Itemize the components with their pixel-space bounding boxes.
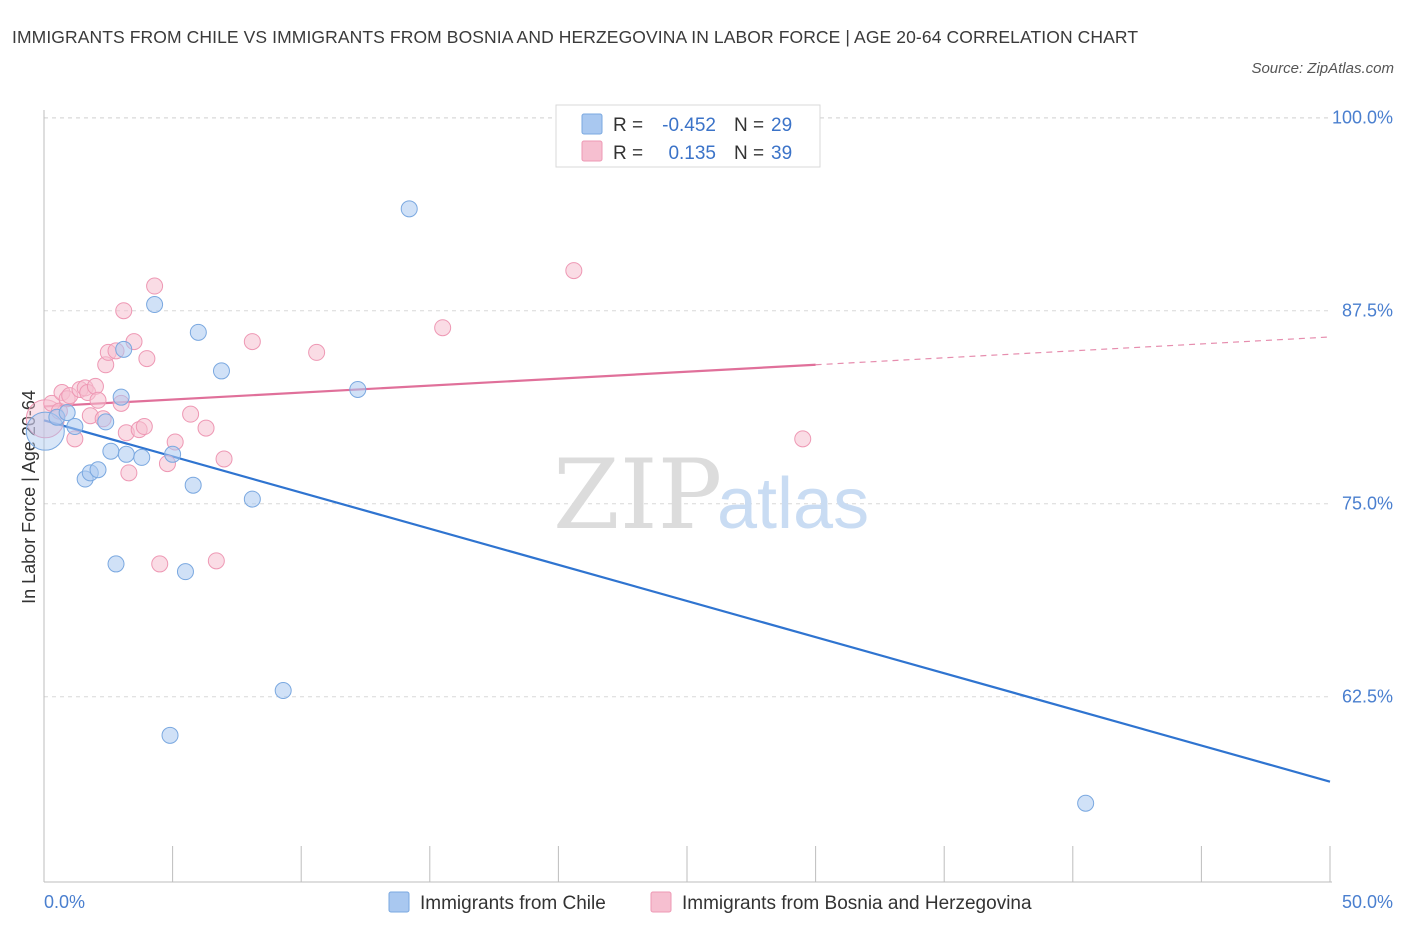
correlation-legend: R = -0.452 N = 29 R = 0.135 N = 39 <box>555 104 821 168</box>
point-bosnia-24 <box>138 350 156 368</box>
point-bosnia-34 <box>308 343 326 361</box>
point-bosnia-33 <box>243 333 261 351</box>
legend-n-value-bosnia: 39 <box>771 143 792 164</box>
trend-line-chile <box>43 419 1331 783</box>
point-bosnia-18 <box>115 302 133 320</box>
point-chile-21 <box>243 490 261 508</box>
trend-line-extension-bosnia <box>815 336 1331 366</box>
legend-n-label-bosnia: N = <box>734 143 764 164</box>
point-chile-12 <box>117 445 135 463</box>
point-chile-9 <box>107 555 125 573</box>
point-chile-7 <box>97 413 115 431</box>
watermark-zip: ZIP <box>553 439 722 551</box>
x-tick-label-min: 0.0% <box>44 892 85 912</box>
point-bosnia-12 <box>89 391 107 409</box>
point-bosnia-11 <box>86 377 104 395</box>
chart-source: Source: ZipAtlas.com <box>1251 60 1394 77</box>
y-tick-label-3: 100.0% <box>1332 108 1393 128</box>
point-chile-8 <box>102 442 120 460</box>
trend-lines <box>43 336 1331 783</box>
point-chile-23 <box>349 380 367 398</box>
point-chile-15 <box>161 726 179 744</box>
point-chile-2 <box>58 404 76 422</box>
point-bosnia-32 <box>215 450 233 468</box>
point-bosnia-31 <box>207 552 225 570</box>
series-legend: Immigrants from Chile Immigrants from Bo… <box>388 891 1032 914</box>
point-chile-11 <box>115 340 133 358</box>
point-bosnia-23 <box>135 418 153 436</box>
scatter-points <box>25 200 1095 812</box>
legend-n-label-chile: N = <box>734 115 764 136</box>
series-legend-swatch-bosnia <box>650 891 672 913</box>
point-bosnia-35 <box>434 319 452 337</box>
point-chile-16 <box>164 445 182 463</box>
point-chile-18 <box>184 476 202 494</box>
y-tick-label-0: 62.5% <box>1342 687 1393 707</box>
point-chile-19 <box>189 323 207 341</box>
watermark: ZIP atlas <box>553 439 869 551</box>
x-tick-label-max: 50.0% <box>1342 892 1393 912</box>
legend-n-value-chile: 29 <box>771 115 792 136</box>
y-tick-label-1: 75.0% <box>1342 494 1393 514</box>
legend-r-value-bosnia: 0.135 <box>668 143 716 164</box>
point-bosnia-29 <box>182 405 200 423</box>
legend-swatch-bosnia <box>581 140 603 162</box>
legend-r-label-chile: R = <box>613 115 643 136</box>
point-chile-14 <box>146 296 164 314</box>
point-chile-10 <box>112 388 130 406</box>
legend-swatch-chile <box>581 113 603 135</box>
chart-title: IMMIGRANTS FROM CHILE VS IMMIGRANTS FROM… <box>12 27 1139 47</box>
point-chile-13 <box>133 448 151 466</box>
y-tick-label-2: 87.5% <box>1342 301 1393 321</box>
legend-r-value-chile: -0.452 <box>662 115 716 136</box>
point-bosnia-37 <box>794 430 812 448</box>
point-bosnia-30 <box>197 419 215 437</box>
point-chile-24 <box>400 200 418 218</box>
point-chile-17 <box>176 563 194 581</box>
y-axis-label: In Labor Force | Age 20-64 <box>19 390 39 604</box>
point-chile-25 <box>1077 794 1095 812</box>
point-chile-22 <box>274 682 292 700</box>
point-chile-3 <box>66 418 84 436</box>
y-tick-labels: 62.5% 75.0% 87.5% 100.0% <box>1332 108 1393 707</box>
legend-r-label-bosnia: R = <box>613 143 643 164</box>
point-bosnia-26 <box>151 555 169 573</box>
series-legend-label-bosnia: Immigrants from Bosnia and Herzegovina <box>682 893 1032 914</box>
series-legend-label-chile: Immigrants from Chile <box>420 893 606 914</box>
point-bosnia-36 <box>565 262 583 280</box>
point-bosnia-25 <box>146 277 164 295</box>
axes-layer <box>43 110 1332 883</box>
trend-line-bosnia <box>43 363 816 408</box>
watermark-atlas: atlas <box>717 464 869 544</box>
point-chile-6 <box>89 461 107 479</box>
grid-layer <box>44 117 1330 698</box>
series-legend-swatch-chile <box>388 891 410 913</box>
point-bosnia-20 <box>120 464 138 482</box>
point-chile-20 <box>212 362 230 380</box>
